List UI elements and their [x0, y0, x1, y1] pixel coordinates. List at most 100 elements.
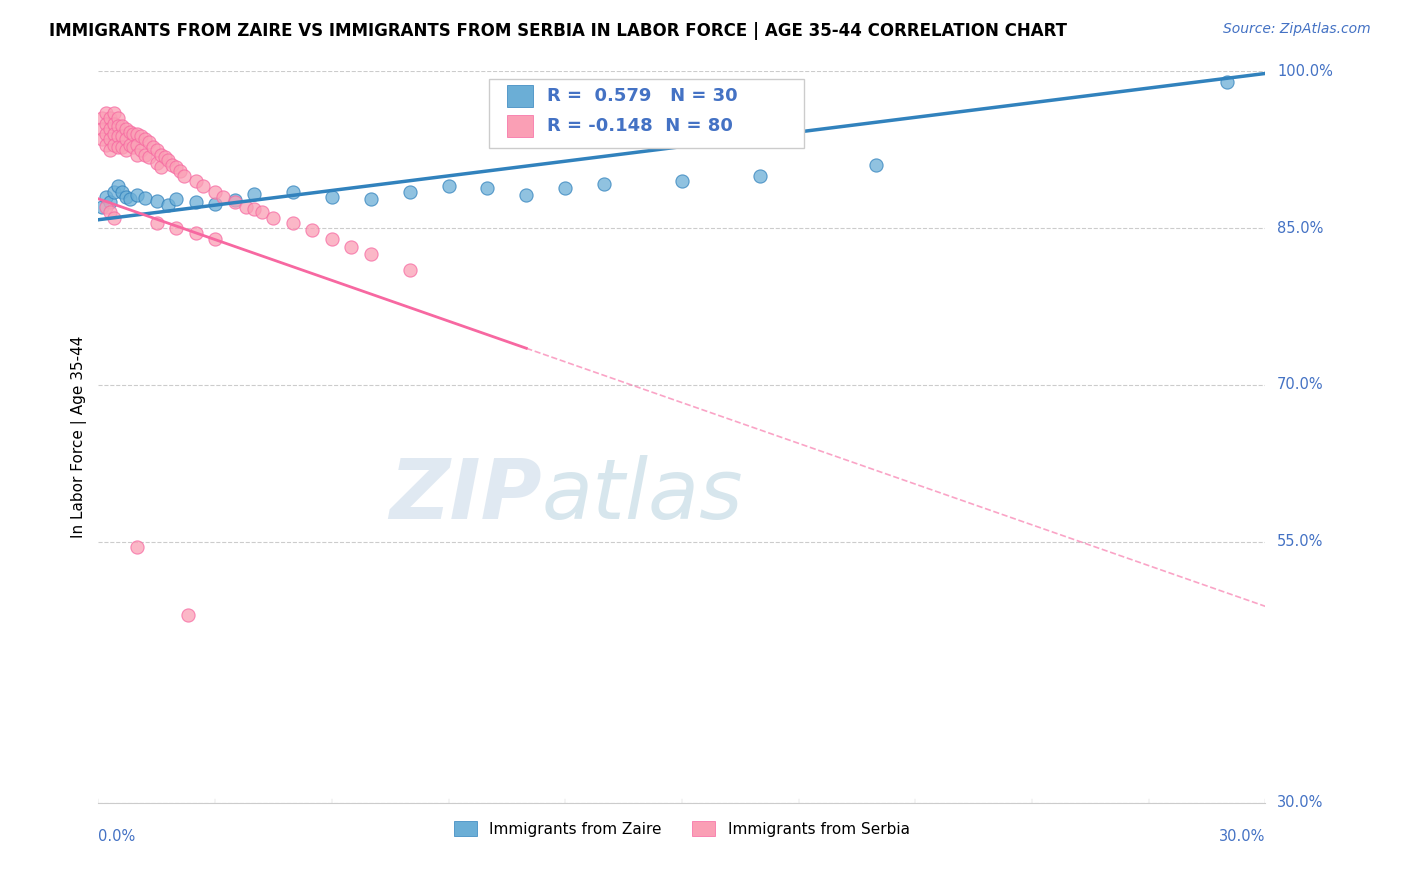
Point	[146, 194, 169, 208]
Point	[157, 198, 180, 212]
Point	[127, 187, 149, 202]
Point	[98, 194, 121, 209]
Point	[114, 121, 136, 136]
FancyBboxPatch shape	[508, 86, 533, 107]
Point	[96, 190, 118, 204]
Point	[103, 106, 125, 120]
Point	[114, 143, 136, 157]
Text: 85.0%: 85.0%	[1277, 220, 1323, 235]
Point	[554, 181, 576, 195]
Point	[398, 263, 420, 277]
Point	[146, 143, 169, 157]
Point	[107, 129, 129, 144]
Point	[193, 179, 215, 194]
Text: 100.0%: 100.0%	[1277, 64, 1333, 78]
Point	[204, 231, 226, 245]
Point	[321, 231, 343, 245]
Point	[477, 181, 499, 195]
Point	[96, 106, 118, 120]
Point	[103, 185, 125, 199]
Point	[98, 205, 121, 219]
Point	[301, 223, 323, 237]
Point	[865, 158, 887, 172]
Point	[91, 121, 114, 136]
Point	[91, 200, 114, 214]
Point	[340, 240, 363, 254]
Point	[149, 161, 172, 175]
Point	[243, 186, 266, 201]
Point	[96, 137, 118, 152]
Legend: Immigrants from Zaire, Immigrants from Serbia: Immigrants from Zaire, Immigrants from S…	[449, 814, 915, 843]
Point	[138, 150, 160, 164]
Text: 0.0%: 0.0%	[98, 829, 135, 844]
Text: ZIP: ZIP	[389, 455, 541, 536]
Point	[224, 194, 246, 209]
Point	[169, 163, 191, 178]
Point	[204, 185, 226, 199]
Point	[118, 192, 141, 206]
Point	[134, 148, 156, 162]
Point	[118, 137, 141, 152]
Point	[165, 161, 187, 175]
Text: 55.0%: 55.0%	[1277, 534, 1323, 549]
Point	[96, 200, 118, 214]
Point	[107, 139, 129, 153]
Point	[173, 169, 195, 183]
Point	[127, 127, 149, 141]
Point	[111, 139, 134, 153]
Point	[134, 132, 156, 146]
Point	[114, 190, 136, 204]
Point	[107, 112, 129, 126]
Point	[204, 197, 226, 211]
FancyBboxPatch shape	[489, 78, 804, 148]
Point	[91, 112, 114, 126]
Point	[224, 193, 246, 207]
Text: R = -0.148  N = 80: R = -0.148 N = 80	[547, 117, 733, 135]
Point	[157, 153, 180, 168]
Point	[134, 191, 156, 205]
Point	[98, 121, 121, 136]
Point	[146, 216, 169, 230]
FancyBboxPatch shape	[508, 115, 533, 137]
Point	[153, 150, 176, 164]
Point	[360, 247, 382, 261]
Point	[212, 190, 235, 204]
Point	[111, 185, 134, 199]
Point	[118, 125, 141, 139]
Point	[103, 117, 125, 131]
Point	[91, 132, 114, 146]
Point	[165, 192, 187, 206]
Y-axis label: In Labor Force | Age 35-44: In Labor Force | Age 35-44	[72, 336, 87, 538]
Point	[103, 137, 125, 152]
Point	[111, 119, 134, 133]
Point	[671, 174, 693, 188]
Point	[98, 132, 121, 146]
Point	[184, 174, 207, 188]
Point	[437, 179, 460, 194]
Point	[107, 119, 129, 133]
Point	[321, 190, 343, 204]
Point	[243, 202, 266, 217]
Point	[250, 205, 273, 219]
Point	[165, 221, 187, 235]
Point	[107, 179, 129, 194]
Point	[146, 156, 169, 170]
Point	[162, 158, 184, 172]
Point	[235, 200, 257, 214]
Point	[114, 132, 136, 146]
Point	[281, 185, 304, 199]
Point	[593, 178, 616, 192]
Point	[103, 211, 125, 225]
Point	[127, 148, 149, 162]
Point	[127, 540, 149, 554]
Point	[142, 139, 165, 153]
Point	[398, 185, 420, 199]
Text: 30.0%: 30.0%	[1219, 829, 1265, 844]
Point	[96, 117, 118, 131]
Point	[122, 127, 145, 141]
Point	[1215, 75, 1237, 89]
Point	[748, 169, 770, 183]
Text: 70.0%: 70.0%	[1277, 377, 1323, 392]
Point	[122, 139, 145, 153]
Point	[98, 112, 121, 126]
